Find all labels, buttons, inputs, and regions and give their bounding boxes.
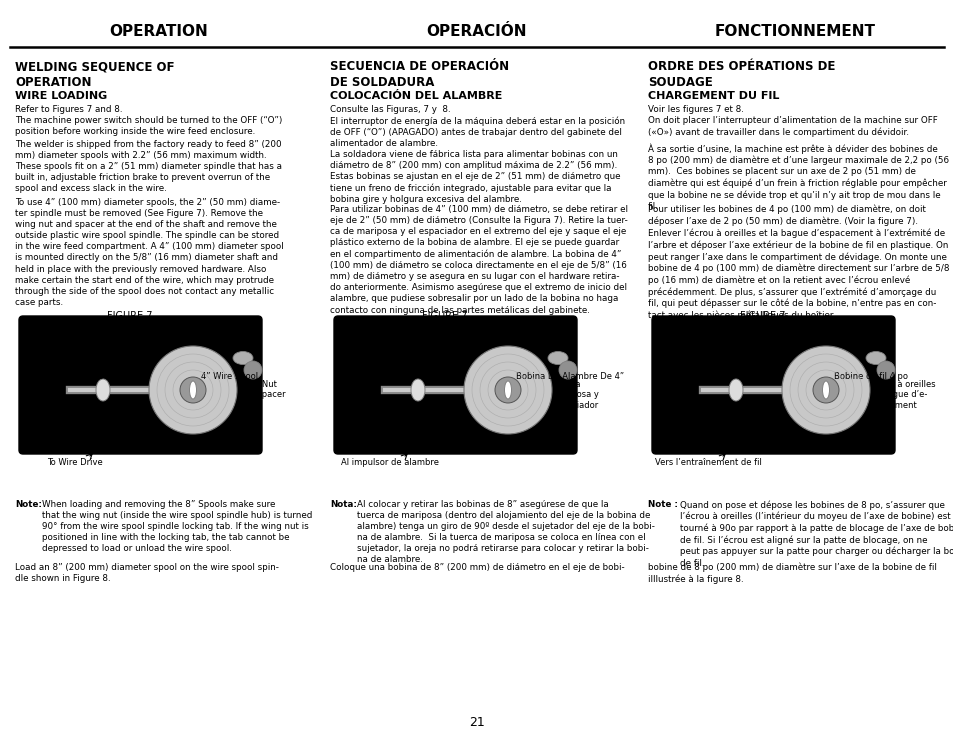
- Circle shape: [812, 377, 838, 403]
- Text: À sa sortie d’usine, la machine est prête à dévider des bobines de
8 po (200 mm): À sa sortie d’usine, la machine est prêt…: [647, 143, 948, 211]
- Circle shape: [781, 346, 869, 434]
- Text: 21: 21: [469, 716, 484, 728]
- Circle shape: [180, 377, 206, 403]
- Text: Consulte las Figuras, 7 y  8.
El interruptor de energía de la máquina deberá est: Consulte las Figuras, 7 y 8. El interrup…: [330, 105, 624, 148]
- Text: OPERACIÓN: OPERACIÓN: [426, 24, 527, 40]
- Text: bobine de 8 po (200 mm) de diamètre sur l’axe de la bobine de fil
illlustrée à l: bobine de 8 po (200 mm) de diamètre sur …: [647, 563, 936, 584]
- FancyBboxPatch shape: [651, 316, 894, 454]
- Ellipse shape: [190, 381, 196, 399]
- FancyBboxPatch shape: [19, 316, 262, 454]
- Ellipse shape: [728, 379, 742, 401]
- Text: To Wire Drive: To Wire Drive: [47, 458, 103, 467]
- Circle shape: [876, 361, 894, 379]
- Text: La soldadora viene de fábrica lista para alimentar bobinas con un
diámetro de 8”: La soldadora viene de fábrica lista para…: [330, 150, 619, 204]
- Circle shape: [149, 346, 236, 434]
- Text: FONCTIONNEMENT: FONCTIONNEMENT: [714, 24, 875, 40]
- Text: ORDRE DES OPÉRATIONS DE
SOUDAGE: ORDRE DES OPÉRATIONS DE SOUDAGE: [647, 60, 835, 89]
- Text: 4” Wire Spool: 4” Wire Spool: [201, 372, 258, 381]
- Text: COLOCACIÓN DEL ALAMBRE: COLOCACIÓN DEL ALAMBRE: [330, 91, 502, 101]
- Ellipse shape: [504, 381, 511, 399]
- Text: Voir les figures 7 et 8.: Voir les figures 7 et 8.: [647, 105, 743, 114]
- Ellipse shape: [547, 351, 567, 365]
- Ellipse shape: [821, 381, 828, 399]
- Text: Tuerca
Mariposa y
espaciador: Tuerca Mariposa y espaciador: [553, 380, 598, 410]
- Text: On doit placer l’interrupteur d’alimentation de la machine sur OFF
(«O») avant d: On doit placer l’interrupteur d’alimenta…: [647, 116, 937, 137]
- Text: Bobina De Alambre De 4”: Bobina De Alambre De 4”: [516, 372, 623, 381]
- Text: CHARGEMENT DU FIL: CHARGEMENT DU FIL: [647, 91, 779, 101]
- Text: Coloque una bobina de 8” (200 mm) de diámetro en el eje de bobi-: Coloque una bobina de 8” (200 mm) de diá…: [330, 563, 624, 572]
- Text: WELDING SEQUENCE OF
OPERATION: WELDING SEQUENCE OF OPERATION: [15, 60, 174, 89]
- Text: WIRE LOADING: WIRE LOADING: [15, 91, 107, 101]
- Text: FIGURE 7: FIGURE 7: [107, 311, 152, 321]
- Text: FIGURE 7: FIGURE 7: [422, 311, 467, 321]
- Ellipse shape: [233, 351, 253, 365]
- Text: The welder is shipped from the factory ready to feed 8” (200
mm) diameter spools: The welder is shipped from the factory r…: [15, 140, 282, 193]
- Text: Load an 8” (200 mm) diameter spool on the wire spool spin-
dle shown in Figure 8: Load an 8” (200 mm) diameter spool on th…: [15, 563, 278, 583]
- Text: Pour utiliser les bobines de 4 po (100 mm) de diamètre, on doit
déposer l’axe de: Pour utiliser les bobines de 4 po (100 m…: [647, 205, 948, 320]
- Text: Vers l’entraînement de fil: Vers l’entraînement de fil: [654, 458, 760, 467]
- Text: Note:: Note:: [15, 500, 42, 509]
- Text: Al colocar y retirar las bobinas de 8” asegúrese de que la
tuerca de mariposa (d: Al colocar y retirar las bobinas de 8” a…: [356, 500, 654, 565]
- Ellipse shape: [411, 379, 424, 401]
- Text: Wire Spindle Shaft: Wire Spindle Shaft: [25, 372, 103, 381]
- Text: Eje Del Carrete: Eje Del Carrete: [339, 372, 403, 381]
- Text: Wing Nut
and Spacer: Wing Nut and Spacer: [237, 380, 285, 399]
- Circle shape: [244, 361, 262, 379]
- Text: Al impulsor de alambre: Al impulsor de alambre: [340, 458, 438, 467]
- Text: Ecrou à oreilles
et bague d’e-
spacement: Ecrou à oreilles et bague d’e- spacement: [870, 380, 935, 410]
- Text: OPERATION: OPERATION: [110, 24, 208, 40]
- Circle shape: [495, 377, 520, 403]
- Text: When loading and removing the 8” Spools make sure
that the wing nut (inside the : When loading and removing the 8” Spools …: [42, 500, 312, 554]
- Ellipse shape: [865, 351, 885, 365]
- Text: SECUENCIA DE OPERACIÓN
DE SOLDADURA: SECUENCIA DE OPERACIÓN DE SOLDADURA: [330, 60, 509, 89]
- Text: Refer to Figures 7 and 8.
The machine power switch should be turned to the OFF (: Refer to Figures 7 and 8. The machine po…: [15, 105, 282, 137]
- Ellipse shape: [96, 379, 110, 401]
- Text: To use 4” (100 mm) diameter spools, the 2” (50 mm) diame-
ter spindle must be re: To use 4” (100 mm) diameter spools, the …: [15, 198, 283, 307]
- Text: Note :: Note :: [647, 500, 678, 509]
- Text: Para utilizar bobinas de 4” (100 mm) de diámetro, se debe retirar el
eje de 2” (: Para utilizar bobinas de 4” (100 mm) de …: [330, 205, 627, 314]
- Circle shape: [558, 361, 577, 379]
- Text: Quand on pose et dépose les bobines de 8 po, s’assurer que
l’écrou à oreilles (l: Quand on pose et dépose les bobines de 8…: [679, 500, 953, 568]
- Circle shape: [463, 346, 552, 434]
- Text: Nota:: Nota:: [330, 500, 356, 509]
- Text: Axe de la bobine: Axe de la bobine: [658, 372, 728, 381]
- Text: Bobine de fil 4 po: Bobine de fil 4 po: [833, 372, 907, 381]
- Text: FIGURE 7: FIGURE 7: [740, 311, 785, 321]
- FancyBboxPatch shape: [334, 316, 577, 454]
